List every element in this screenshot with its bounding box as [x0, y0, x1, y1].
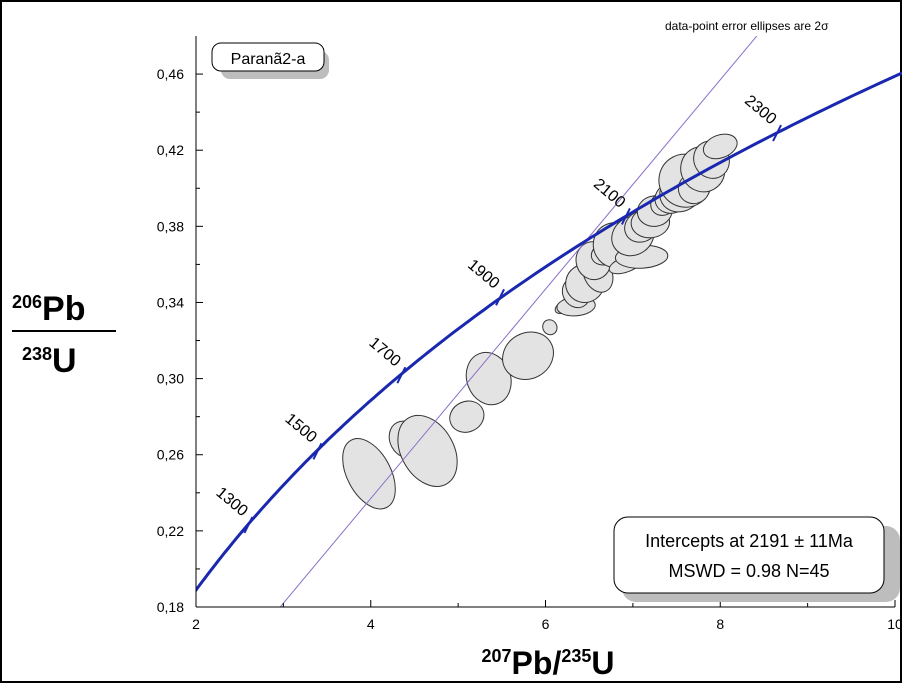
age-tick	[396, 366, 407, 384]
age-tick	[772, 124, 782, 142]
svg-text:207Pb/235U: 207Pb/235U	[482, 645, 615, 681]
x-tick-label: 8	[716, 616, 724, 632]
mswd-text: MSWD = 0.98 N=45	[668, 561, 829, 581]
y-label-main: Pb	[42, 290, 85, 328]
x-label-main: Pb/	[512, 645, 562, 681]
x-tick-label: 4	[367, 616, 375, 632]
sample-label: Paranã2-a	[231, 51, 306, 68]
y-axis-title: 206Pb 238U	[12, 290, 116, 380]
error-ellipse	[702, 133, 738, 160]
age-tick	[495, 288, 505, 306]
x-label-sup2: 235	[561, 646, 591, 666]
x-label-sup: 207	[482, 646, 512, 666]
y-label-sup: 206	[12, 292, 42, 312]
y-tick-label: 0,38	[157, 218, 184, 234]
y-tick-label: 0,34	[157, 294, 184, 310]
y-tick-label: 0,46	[157, 66, 184, 82]
error-ellipse	[502, 331, 554, 380]
svg-text:238U: 238U	[22, 342, 77, 380]
x-tick-label: 6	[542, 616, 550, 632]
x-tick-label: 2	[192, 616, 200, 632]
y-tick-label: 0,30	[157, 371, 184, 387]
ellipse-layer	[342, 133, 738, 510]
concordia-curve	[196, 71, 902, 593]
y-label-den-main: U	[52, 342, 77, 380]
x-label-main2: U	[591, 645, 614, 681]
intercept-box: Intercepts at 2191 ± 11Ma MSWD = 0.98 N=…	[613, 516, 900, 602]
age-tick	[620, 207, 631, 225]
y-label-den-sup: 238	[22, 344, 52, 364]
x-tick-label: 10	[887, 616, 902, 632]
error-ellipse	[542, 319, 558, 336]
line-layer	[196, 36, 902, 607]
x-axis-title: 207Pb/235U	[482, 645, 615, 681]
age-tick	[243, 516, 254, 534]
y-tick-label: 0,42	[157, 142, 184, 158]
note-text: data-point error ellipses are 2σ	[665, 19, 829, 33]
error-ellipse	[397, 414, 458, 487]
sample-label-box: Paranã2-a	[211, 42, 329, 79]
y-tick-label: 0,18	[157, 599, 184, 615]
y-tick-label: 0,26	[157, 447, 184, 463]
svg-text:206Pb: 206Pb	[12, 290, 86, 328]
discordia-line	[279, 36, 758, 607]
age-tick	[312, 442, 323, 460]
y-tick-label: 0,22	[157, 523, 184, 539]
error-ellipse	[342, 438, 396, 510]
error-ellipse	[449, 400, 485, 433]
intercept-text: Intercepts at 2191 ± 11Ma	[645, 531, 854, 551]
